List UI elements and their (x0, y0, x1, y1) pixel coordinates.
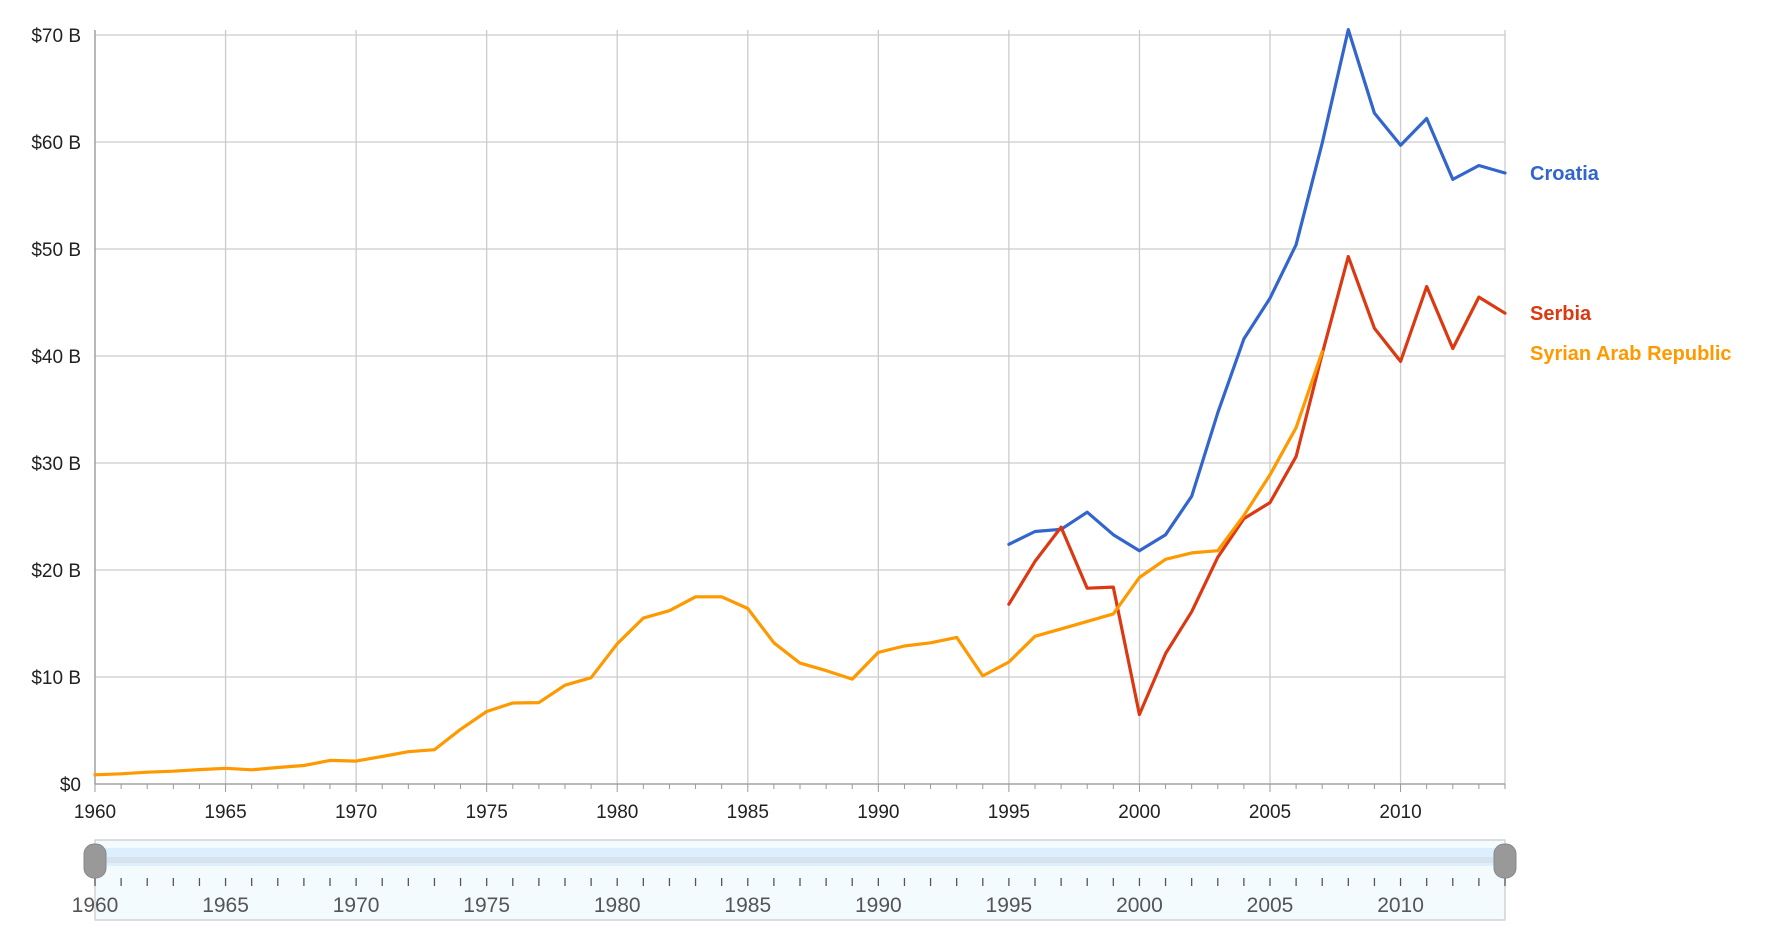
range-tick-label: 1960 (72, 894, 119, 917)
range-control[interactable]: 1960 1965 1970 1975 1980 1985 1990 1995 2000 2005… (72, 839, 1517, 921)
y-tick-label: $0 (60, 775, 81, 796)
y-tick-label: $70 B (31, 26, 81, 47)
x-tick-label: 1965 (204, 802, 246, 823)
range-handle-right[interactable] (1493, 843, 1517, 879)
y-tick-label: $50 B (31, 240, 81, 261)
y-tick-label: $40 B (31, 347, 81, 368)
y-tick-label: $60 B (31, 133, 81, 154)
range-handle-left[interactable] (83, 843, 107, 879)
range-tick-label: 1985 (724, 894, 771, 917)
legend-label: Syrian Arab Republic (1530, 343, 1732, 365)
x-tick-label: 1990 (857, 802, 899, 823)
range-tick-label: 1975 (463, 894, 510, 917)
range-tick-label: 1965 (202, 894, 249, 917)
range-tick-label: 2000 (1116, 894, 1163, 917)
x-tick-label: 2005 (1249, 802, 1291, 823)
range-tick-label: 2010 (1377, 894, 1424, 917)
legend-label: Serbia (1530, 303, 1592, 325)
range-tick-label: 1990 (855, 894, 902, 917)
legend: Croatia Serbia Syrian Arab Republic (1530, 163, 1732, 365)
legend-label: Croatia (1530, 163, 1600, 185)
x-tick-label: 1975 (466, 802, 508, 823)
x-tick-label: 1960 (74, 802, 116, 823)
range-tick-label: 1995 (986, 894, 1033, 917)
series-line-croatia[interactable] (1007, 28, 1507, 553)
x-tick-label: 1985 (727, 802, 769, 823)
x-tick-label: 1995 (988, 802, 1030, 823)
grid (94, 30, 1505, 785)
x-tick-label: 1970 (335, 802, 377, 823)
range-tick-label: 1970 (333, 894, 380, 917)
y-tick-label: $10 B (31, 668, 81, 689)
x-tick-label: 2010 (1379, 802, 1421, 823)
series-line-syrian-arab-republic[interactable] (93, 350, 1324, 777)
range-tick-label: 2005 (1247, 894, 1294, 917)
y-tick-label: $20 B (31, 561, 81, 582)
range-tick-label: 1980 (594, 894, 641, 917)
x-tick-label: 2000 (1118, 802, 1160, 823)
series-line-serbia[interactable] (1007, 254, 1507, 717)
x-tick-label: 1980 (596, 802, 638, 823)
series-lines (93, 28, 1507, 777)
y-tick-label: $30 B (31, 454, 81, 475)
axes: $0 $10 B $20 B $30 B $40 B $50 B $60 B $70 B 196… (31, 26, 1506, 823)
